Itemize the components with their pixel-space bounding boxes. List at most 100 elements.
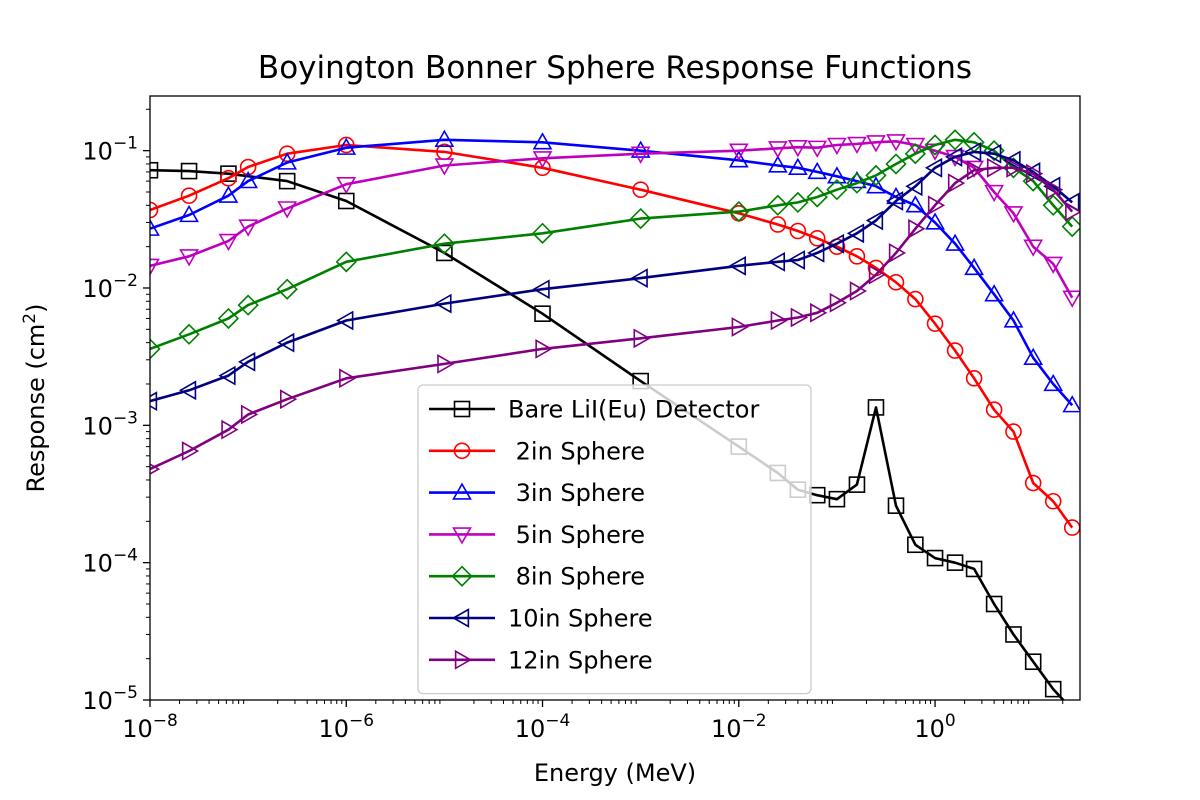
data-point xyxy=(846,172,868,194)
y-axis-label-sup: 2 xyxy=(20,313,40,324)
data-point xyxy=(437,354,455,374)
data-point xyxy=(848,476,866,493)
data-point xyxy=(630,140,651,158)
data-point xyxy=(1065,201,1080,222)
data-point xyxy=(150,338,161,360)
data-point xyxy=(534,159,551,177)
legend-label: 12in Sphere xyxy=(508,646,653,674)
data-point xyxy=(908,218,926,239)
data-point xyxy=(238,219,259,237)
series-line xyxy=(150,150,1074,403)
legend-marker xyxy=(453,442,471,460)
data-point xyxy=(534,305,551,322)
data-point xyxy=(924,134,946,156)
data-point xyxy=(336,310,354,331)
plot-area xyxy=(150,129,1080,700)
data-point xyxy=(1005,626,1022,643)
data-point xyxy=(238,171,259,189)
x-axis-label: Energy (MeV) xyxy=(534,759,696,787)
legend-box xyxy=(417,384,812,695)
data-point xyxy=(984,184,1005,203)
data-point xyxy=(532,279,550,300)
legend-label: 2in Sphere xyxy=(508,437,645,465)
legend-entry: 5in Sphere xyxy=(429,521,645,549)
data-point xyxy=(770,310,788,331)
data-point xyxy=(336,177,357,195)
data-point xyxy=(1006,157,1024,178)
data-point xyxy=(436,244,453,262)
data-point xyxy=(337,136,355,154)
data-point xyxy=(280,389,298,410)
data-point xyxy=(866,176,886,194)
data-point xyxy=(218,365,236,386)
legend-label: 5in Sphere xyxy=(508,521,645,549)
data-point xyxy=(239,158,257,176)
data-point xyxy=(335,251,357,273)
data-point xyxy=(926,315,944,332)
data-point xyxy=(846,223,865,244)
data-point xyxy=(532,132,553,150)
y-axis-label-prefix: Response (cm xyxy=(22,324,50,493)
data-point xyxy=(885,191,904,211)
data-point xyxy=(1044,680,1062,698)
data-point xyxy=(767,251,786,272)
legend-label: 8in Sphere xyxy=(508,563,645,591)
data-point xyxy=(966,160,985,181)
legend-label: Bare LiI(Eu) Detector xyxy=(508,396,759,424)
data-point xyxy=(826,233,845,254)
y-axis-label: Response (cm2) xyxy=(20,303,50,492)
data-point xyxy=(218,185,239,203)
data-point xyxy=(237,294,259,316)
y-tick-label: 10−4 xyxy=(82,546,138,578)
data-point xyxy=(787,140,808,158)
axis-ticks: 10−8 10−6 10−4 10−2 100 10−5 10−4 10−3 10−2 10−1 xyxy=(82,108,1064,743)
data-point xyxy=(924,157,943,178)
data-point xyxy=(829,292,848,313)
x-tick-label: 10−6 xyxy=(318,711,374,743)
data-point xyxy=(847,136,867,155)
data-point xyxy=(277,152,298,170)
data-point xyxy=(767,155,788,173)
data-point xyxy=(810,302,828,323)
data-point xyxy=(633,328,651,349)
data-point xyxy=(964,257,984,276)
data-point xyxy=(1044,492,1062,510)
data-point xyxy=(531,222,554,244)
data-point xyxy=(985,595,1003,613)
data-point xyxy=(907,290,924,308)
data-point xyxy=(867,399,885,416)
series-line xyxy=(150,168,1066,700)
data-point xyxy=(790,307,808,328)
data-point xyxy=(433,233,456,255)
data-point xyxy=(866,135,886,153)
series-line xyxy=(150,138,1074,351)
data-point xyxy=(1005,423,1022,440)
data-point xyxy=(1043,176,1061,197)
series-6 xyxy=(150,141,1080,412)
legend-label: 3in Sphere xyxy=(508,479,645,507)
data-point xyxy=(925,212,945,230)
legend-marker xyxy=(452,482,472,500)
data-point xyxy=(787,157,808,175)
data-point xyxy=(181,441,200,461)
x-tick-label: 100 xyxy=(914,711,955,743)
data-point xyxy=(905,137,926,156)
data-point xyxy=(767,141,788,159)
data-point xyxy=(630,146,651,164)
legend: Bare LiI(Eu) Detector 2in Sphere 3in Sph… xyxy=(417,384,812,695)
data-point xyxy=(276,278,298,300)
data-point xyxy=(865,210,884,231)
data-point xyxy=(277,332,295,353)
plot-frame xyxy=(149,95,1081,701)
data-point xyxy=(1043,256,1064,274)
x-tick-label: 10−2 xyxy=(711,711,767,743)
series-7 xyxy=(150,157,1080,475)
data-point xyxy=(150,161,159,179)
data-point xyxy=(865,164,887,187)
data-point xyxy=(848,248,866,265)
data-point xyxy=(434,293,452,314)
data-point xyxy=(178,323,200,345)
data-point xyxy=(946,554,964,571)
data-point xyxy=(336,137,357,155)
